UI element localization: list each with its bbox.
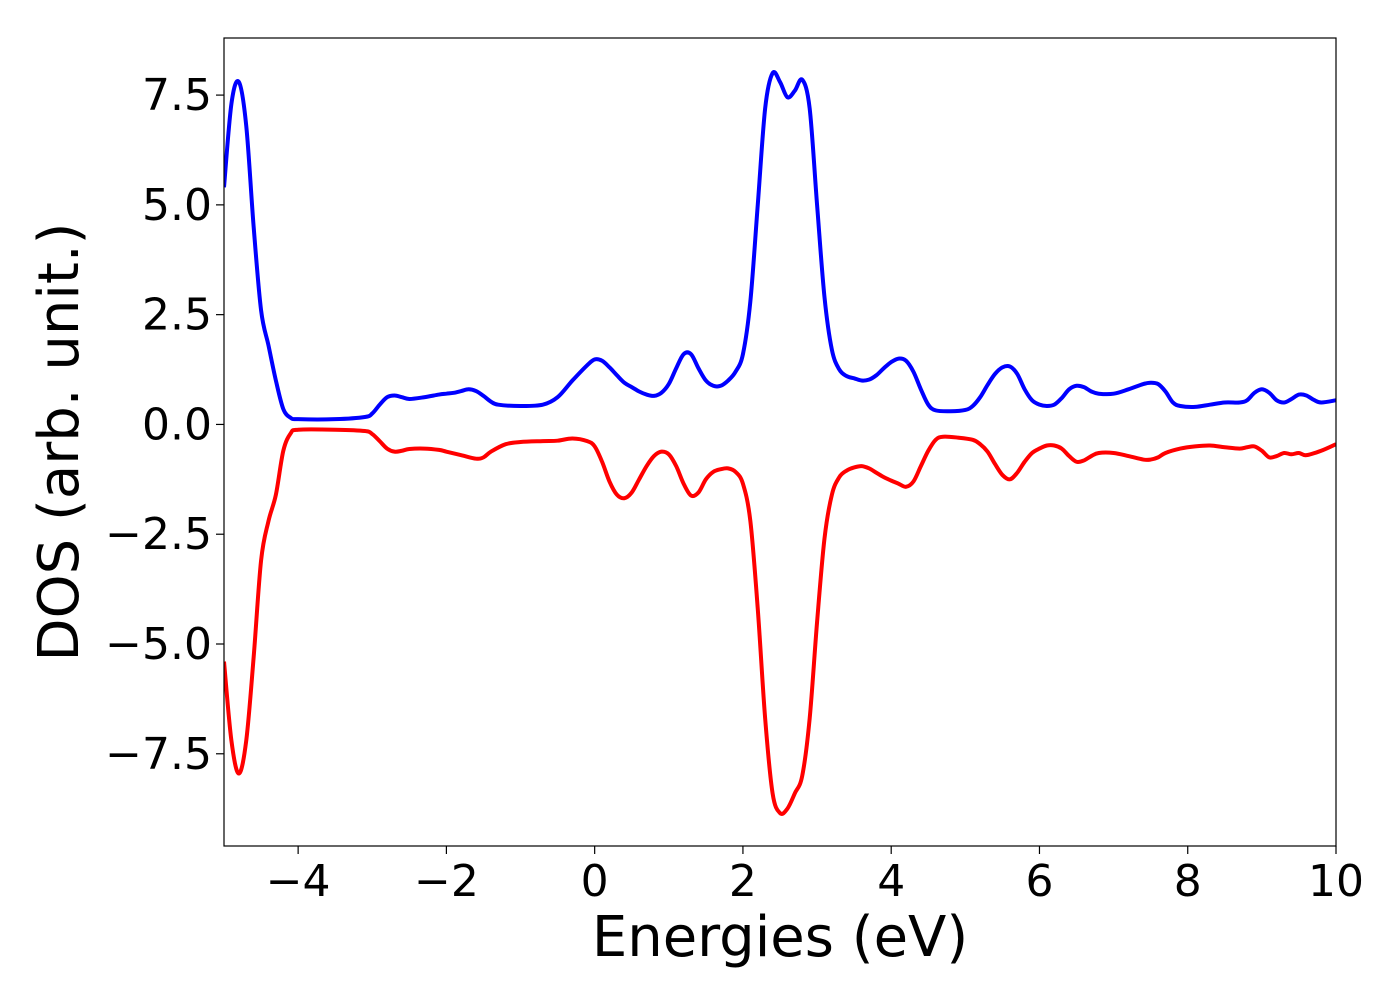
y-tick-label: 7.5	[142, 70, 212, 121]
y-tick-label: 5.0	[142, 180, 212, 231]
plot-frame	[223, 37, 1337, 847]
x-tick-label: −4	[266, 856, 331, 907]
y-tick-label: −5.0	[105, 619, 212, 670]
x-tick-label: 8	[1174, 856, 1202, 907]
y-axis-label: DOS (arb. unit.)	[27, 222, 92, 661]
y-tick-label: −2.5	[105, 509, 212, 560]
x-tick-label: −2	[414, 856, 479, 907]
series-line-red	[224, 427, 1336, 816]
series-layer	[224, 70, 1336, 816]
y-axis: 7.5 5.0 2.5 0.0 −2.5 −5.0 −7.5	[105, 70, 224, 780]
y-tick-label: 0.0	[142, 399, 212, 450]
x-axis: −4 −2 0 2 4 6 8 10	[266, 846, 1364, 907]
x-tick-label: 6	[1025, 856, 1053, 907]
x-tick-label: 0	[581, 856, 609, 907]
x-tick-label: 10	[1308, 856, 1364, 907]
series-line-blue	[224, 70, 1336, 422]
x-axis-label: Energies (eV)	[592, 905, 968, 970]
y-tick-label: −7.5	[105, 729, 212, 780]
x-tick-label: 2	[729, 856, 757, 907]
y-tick-label: 2.5	[142, 290, 212, 341]
x-tick-label: 4	[877, 856, 905, 907]
